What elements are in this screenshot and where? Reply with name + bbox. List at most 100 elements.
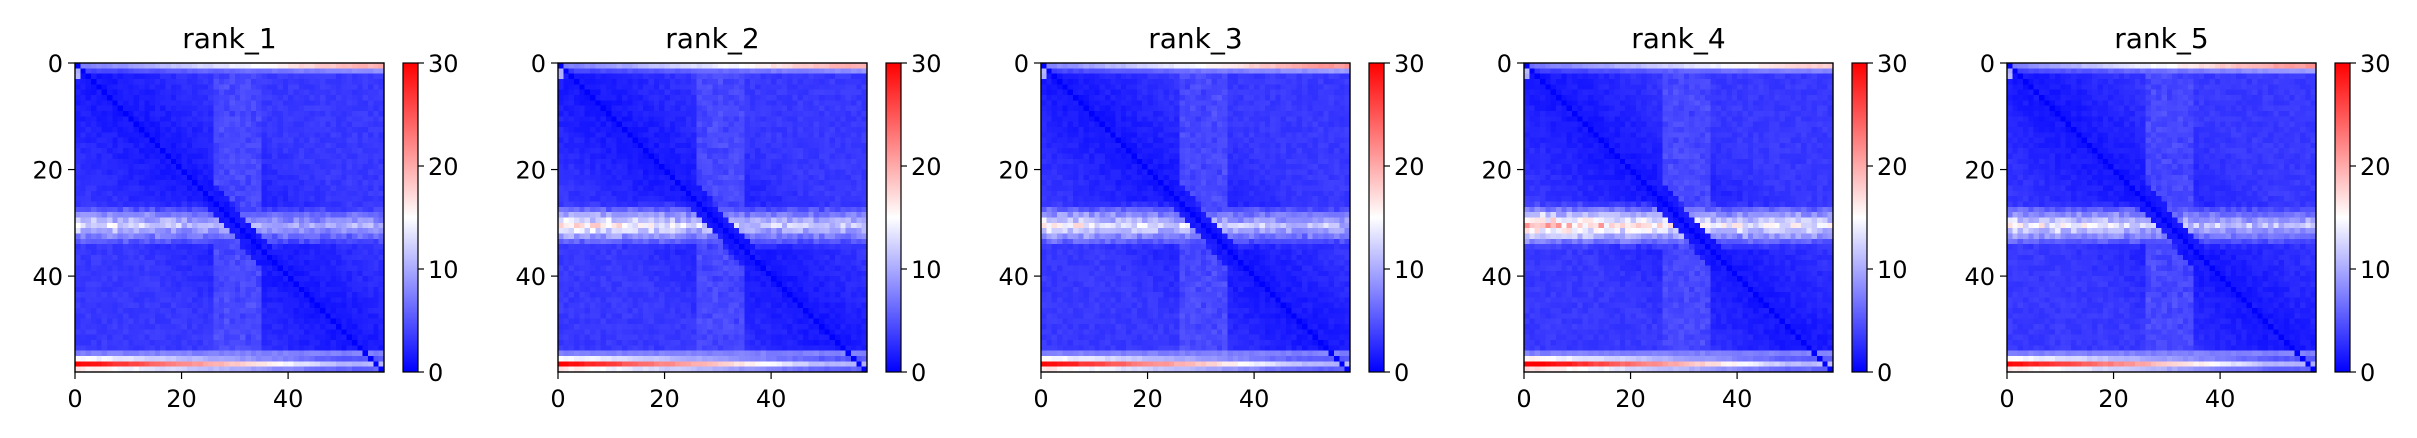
heatmap-cell [293, 334, 300, 341]
heatmap-cell [579, 78, 586, 85]
heatmap-cell [341, 329, 348, 336]
heatmap-cell [648, 153, 655, 160]
heatmap-cell [579, 110, 586, 117]
heatmap-cell [352, 100, 358, 107]
heatmap-cell [653, 68, 660, 75]
heatmap-cell [797, 180, 804, 187]
heatmap-cell [202, 233, 209, 240]
heatmap-cell [346, 126, 353, 133]
heatmap-cell [309, 180, 316, 187]
heatmap-cell [835, 196, 841, 203]
heatmap-cell [144, 126, 151, 133]
heatmap-cell [771, 180, 778, 187]
heatmap-cell [277, 132, 284, 139]
heatmap-cell [282, 142, 289, 149]
heatmap-cell [320, 286, 326, 293]
heatmap-cell [170, 148, 177, 155]
heatmap-cell [101, 361, 108, 368]
heatmap-cell [181, 217, 188, 224]
heatmap-cell [250, 297, 257, 304]
heatmap-cell [165, 233, 172, 240]
heatmap-cell [304, 217, 311, 224]
heatmap-cell [320, 174, 326, 181]
heatmap-cell [304, 350, 311, 357]
heatmap-cell [245, 185, 252, 192]
heatmap-cell [293, 324, 300, 330]
heatmap-cell [749, 73, 756, 80]
heatmap-cell [691, 180, 698, 187]
heatmap-cell [218, 153, 225, 160]
heatmap-cell [352, 233, 358, 240]
heatmap-cell [192, 260, 199, 267]
heatmap-cell [378, 158, 385, 165]
heatmap-cell [728, 84, 735, 91]
heatmap-cell [277, 142, 284, 149]
heatmap-cell [293, 110, 300, 117]
heatmap-cell [787, 153, 794, 160]
heatmap-cell [234, 201, 241, 208]
heatmap-cell [186, 292, 193, 299]
heatmap-cell [170, 206, 177, 213]
heatmap-cell [202, 105, 209, 112]
heatmap-cell [154, 180, 161, 187]
heatmap-cell [632, 100, 639, 107]
heatmap-cell [320, 68, 326, 75]
heatmap-cell [165, 169, 172, 176]
heatmap-cell [357, 297, 364, 304]
heatmap-cell [149, 281, 156, 288]
heatmap-cell [266, 244, 273, 251]
heatmap-cell [378, 238, 385, 245]
heatmap-cell [352, 89, 358, 96]
heatmap-cell [314, 334, 321, 341]
heatmap-cell [160, 196, 167, 203]
heatmap-cell [787, 116, 794, 123]
heatmap-cell [298, 121, 305, 128]
heatmap-cell [133, 121, 140, 128]
heatmap-cell [781, 185, 788, 192]
heatmap-cell [701, 158, 708, 165]
heatmap-cell [320, 196, 326, 203]
heatmap-cell [186, 361, 193, 368]
heatmap-cell [234, 121, 241, 128]
heatmap-cell [186, 105, 193, 112]
heatmap-cell [256, 63, 263, 69]
heatmap-cell [717, 142, 724, 149]
heatmap-cell [357, 137, 364, 144]
heatmap-cell [144, 297, 151, 304]
heatmap-cell [256, 174, 263, 181]
heatmap-cell [144, 164, 151, 171]
heatmap-cell [648, 180, 655, 187]
heatmap-cell [771, 68, 778, 75]
heatmap-cell [218, 73, 225, 80]
heatmap-cell [685, 142, 692, 149]
heatmap-cell [138, 121, 145, 128]
heatmap-cell [250, 196, 257, 203]
heatmap-cell [229, 249, 236, 256]
heatmap-cell [368, 302, 374, 309]
heatmap-cell [749, 153, 756, 160]
heatmap-cell [165, 196, 172, 203]
heatmap-cell [352, 73, 358, 80]
heatmap-cell [680, 158, 687, 165]
heatmap-cell [675, 68, 682, 75]
heatmap-cell [696, 174, 703, 181]
heatmap-cell [96, 356, 103, 362]
heatmap-cell [234, 180, 241, 187]
heatmap-cell [181, 228, 188, 235]
heatmap-cell [813, 89, 820, 96]
heatmap-cell [112, 137, 119, 144]
heatmap-cell [712, 169, 719, 176]
heatmap-cell [234, 206, 241, 213]
heatmap-cell [234, 329, 241, 336]
heatmap-cell [277, 206, 284, 213]
heatmap-cell [144, 361, 151, 368]
heatmap-cell [96, 324, 103, 330]
heatmap-cell [330, 345, 337, 352]
heatmap-cell [288, 201, 295, 208]
heatmap-cell [632, 169, 639, 176]
heatmap-cell [320, 308, 326, 314]
heatmap-cell [563, 94, 570, 101]
heatmap-cell [632, 116, 639, 123]
heatmap-cell [368, 121, 374, 128]
heatmap-cell [632, 63, 639, 69]
